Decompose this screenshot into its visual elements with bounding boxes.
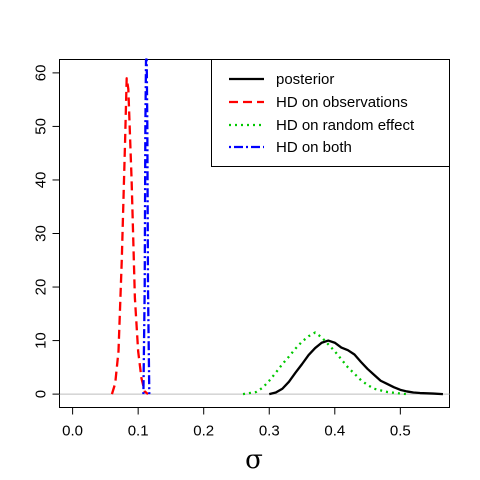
x-tick-label: 0.0 (62, 423, 83, 440)
x-tick-label: 0.3 (259, 423, 280, 440)
y-tick-label: 20 (33, 279, 50, 296)
legend-label-hd-observations: HD on observations (276, 94, 408, 111)
x-axis-label: σ (245, 445, 263, 475)
legend-label-hd-both: HD on both (276, 139, 352, 156)
legend: posterior HD on observations HD on rando… (211, 59, 450, 167)
x-tick-label: 0.1 (128, 423, 149, 440)
series-line-3 (142, 58, 151, 395)
series-line-0 (268, 339, 444, 396)
x-axis: 0.0 0.1 0.2 0.3 0.4 0.5 (62, 407, 411, 440)
x-tick-label: 0.2 (193, 423, 214, 440)
series-layer (110, 58, 444, 396)
legend-label-hd-random-effect: HD on random effect (276, 117, 415, 134)
series-line-1 (110, 77, 149, 396)
y-tick-label: 10 (33, 332, 50, 349)
y-axis: 0 10 20 30 40 50 60 (33, 65, 60, 398)
x-tick-label: 0.4 (324, 423, 345, 440)
x-tick-label: 0.5 (390, 423, 411, 440)
y-tick-label: 0 (33, 390, 50, 398)
y-tick-label: 30 (33, 225, 50, 242)
legend-box (211, 59, 450, 167)
y-tick-label: 40 (33, 172, 50, 189)
series-line-2 (242, 331, 407, 396)
y-tick-label: 50 (33, 118, 50, 135)
y-tick-label: 60 (33, 65, 50, 82)
legend-label-posterior: posterior (276, 71, 334, 88)
